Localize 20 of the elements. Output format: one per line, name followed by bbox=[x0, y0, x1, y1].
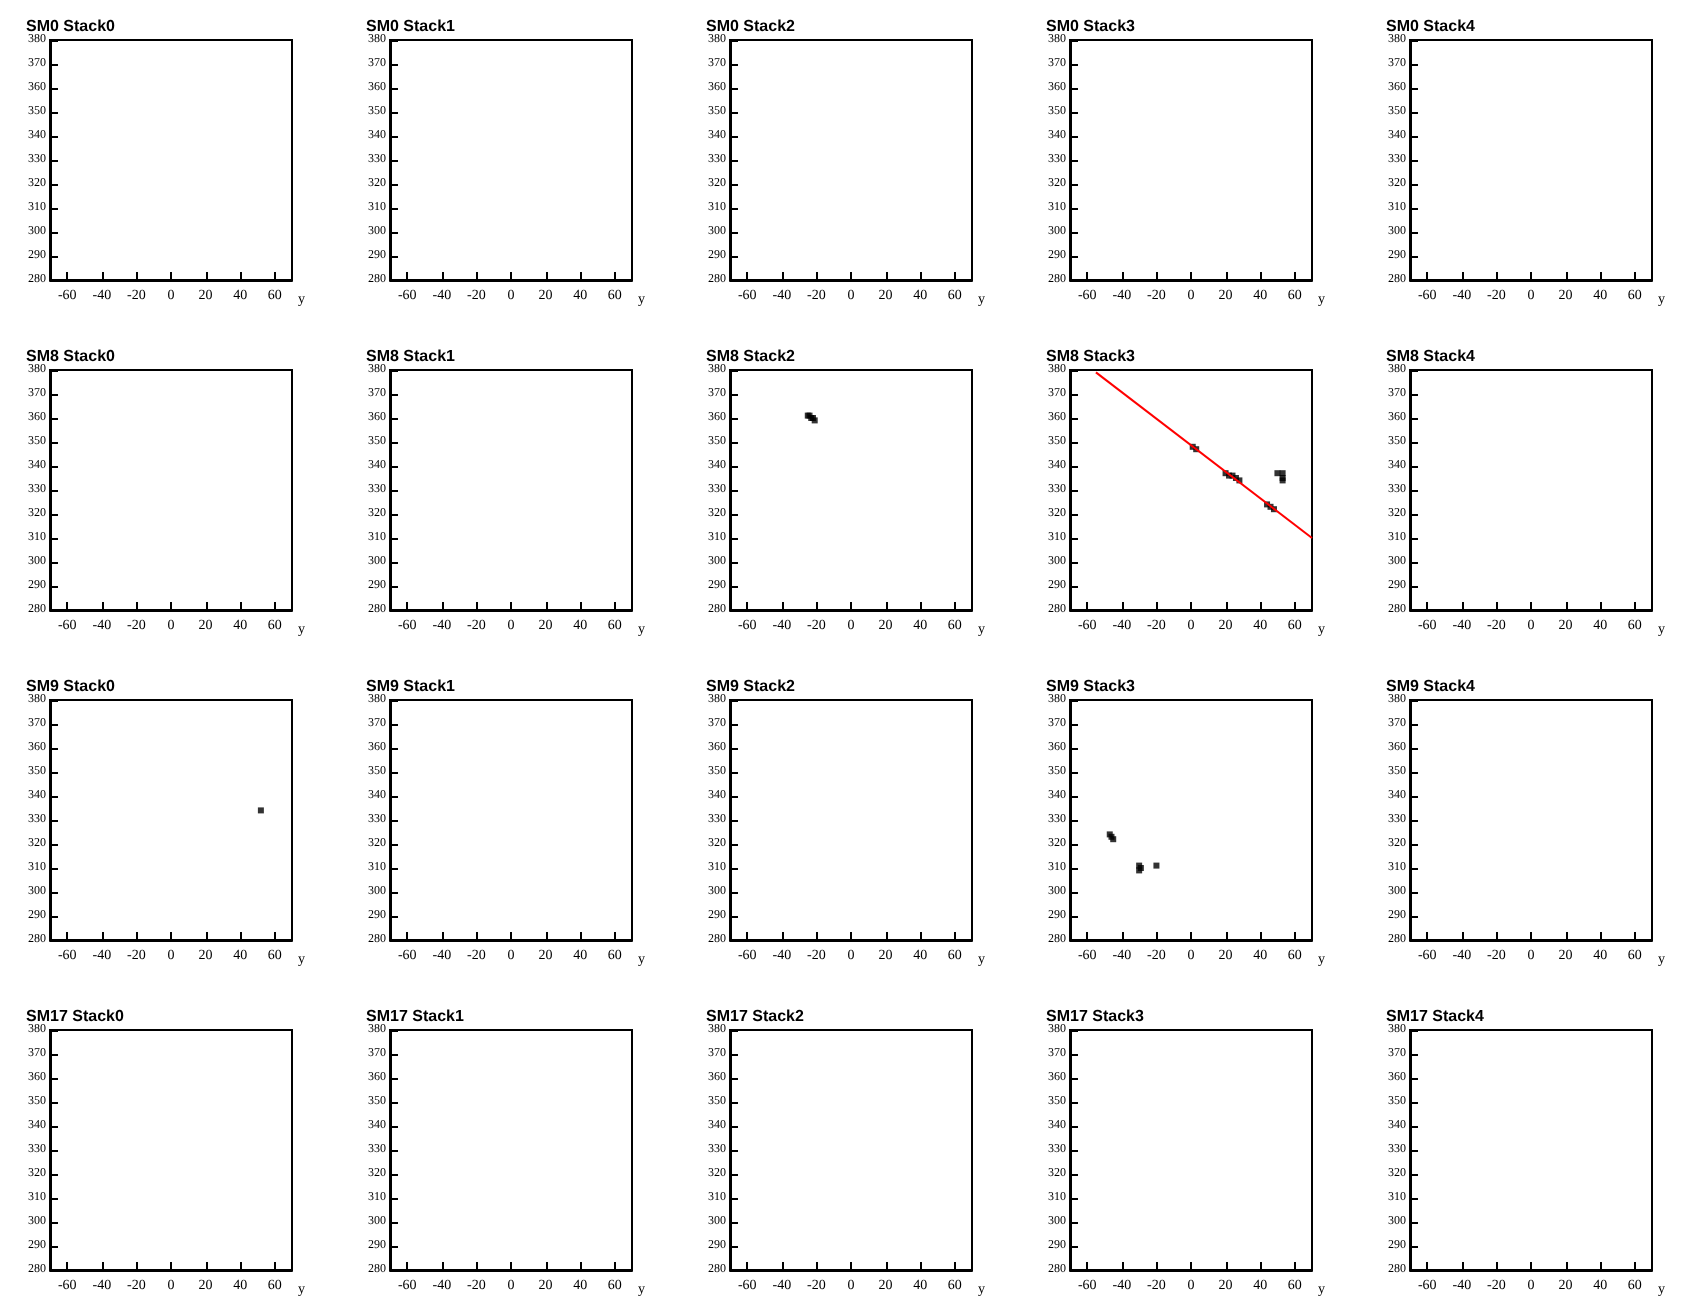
chart-title: SM0 Stack3 bbox=[1046, 17, 1137, 35]
chart-title: SM8 Stack4 bbox=[1386, 347, 1477, 365]
chart-title: SM8 Stack2 bbox=[706, 347, 797, 365]
chart-title: SM9 Stack3 bbox=[1046, 677, 1137, 695]
chart-title: SM17 Stack2 bbox=[706, 1007, 805, 1025]
chart-title: SM9 Stack4 bbox=[1386, 677, 1477, 695]
chart-title: SM0 Stack4 bbox=[1386, 17, 1477, 35]
chart-title: SM17 Stack0 bbox=[26, 1007, 125, 1025]
chart-title: SM9 Stack1 bbox=[366, 677, 457, 695]
chart-title: SM17 Stack1 bbox=[366, 1007, 465, 1025]
chart-title: SM8 Stack1 bbox=[366, 347, 457, 365]
chart-title: SM0 Stack1 bbox=[366, 17, 457, 35]
chart-title: SM8 Stack0 bbox=[26, 347, 117, 365]
chart-title: SM17 Stack3 bbox=[1046, 1007, 1145, 1025]
chart-title: SM9 Stack2 bbox=[706, 677, 797, 695]
chart-title: SM0 Stack2 bbox=[706, 17, 797, 35]
chart-title: SM0 Stack0 bbox=[26, 17, 117, 35]
chart-title: SM8 Stack3 bbox=[1046, 347, 1137, 365]
chart-title: SM9 Stack0 bbox=[26, 677, 117, 695]
chart-title: SM17 Stack4 bbox=[1386, 1007, 1485, 1025]
